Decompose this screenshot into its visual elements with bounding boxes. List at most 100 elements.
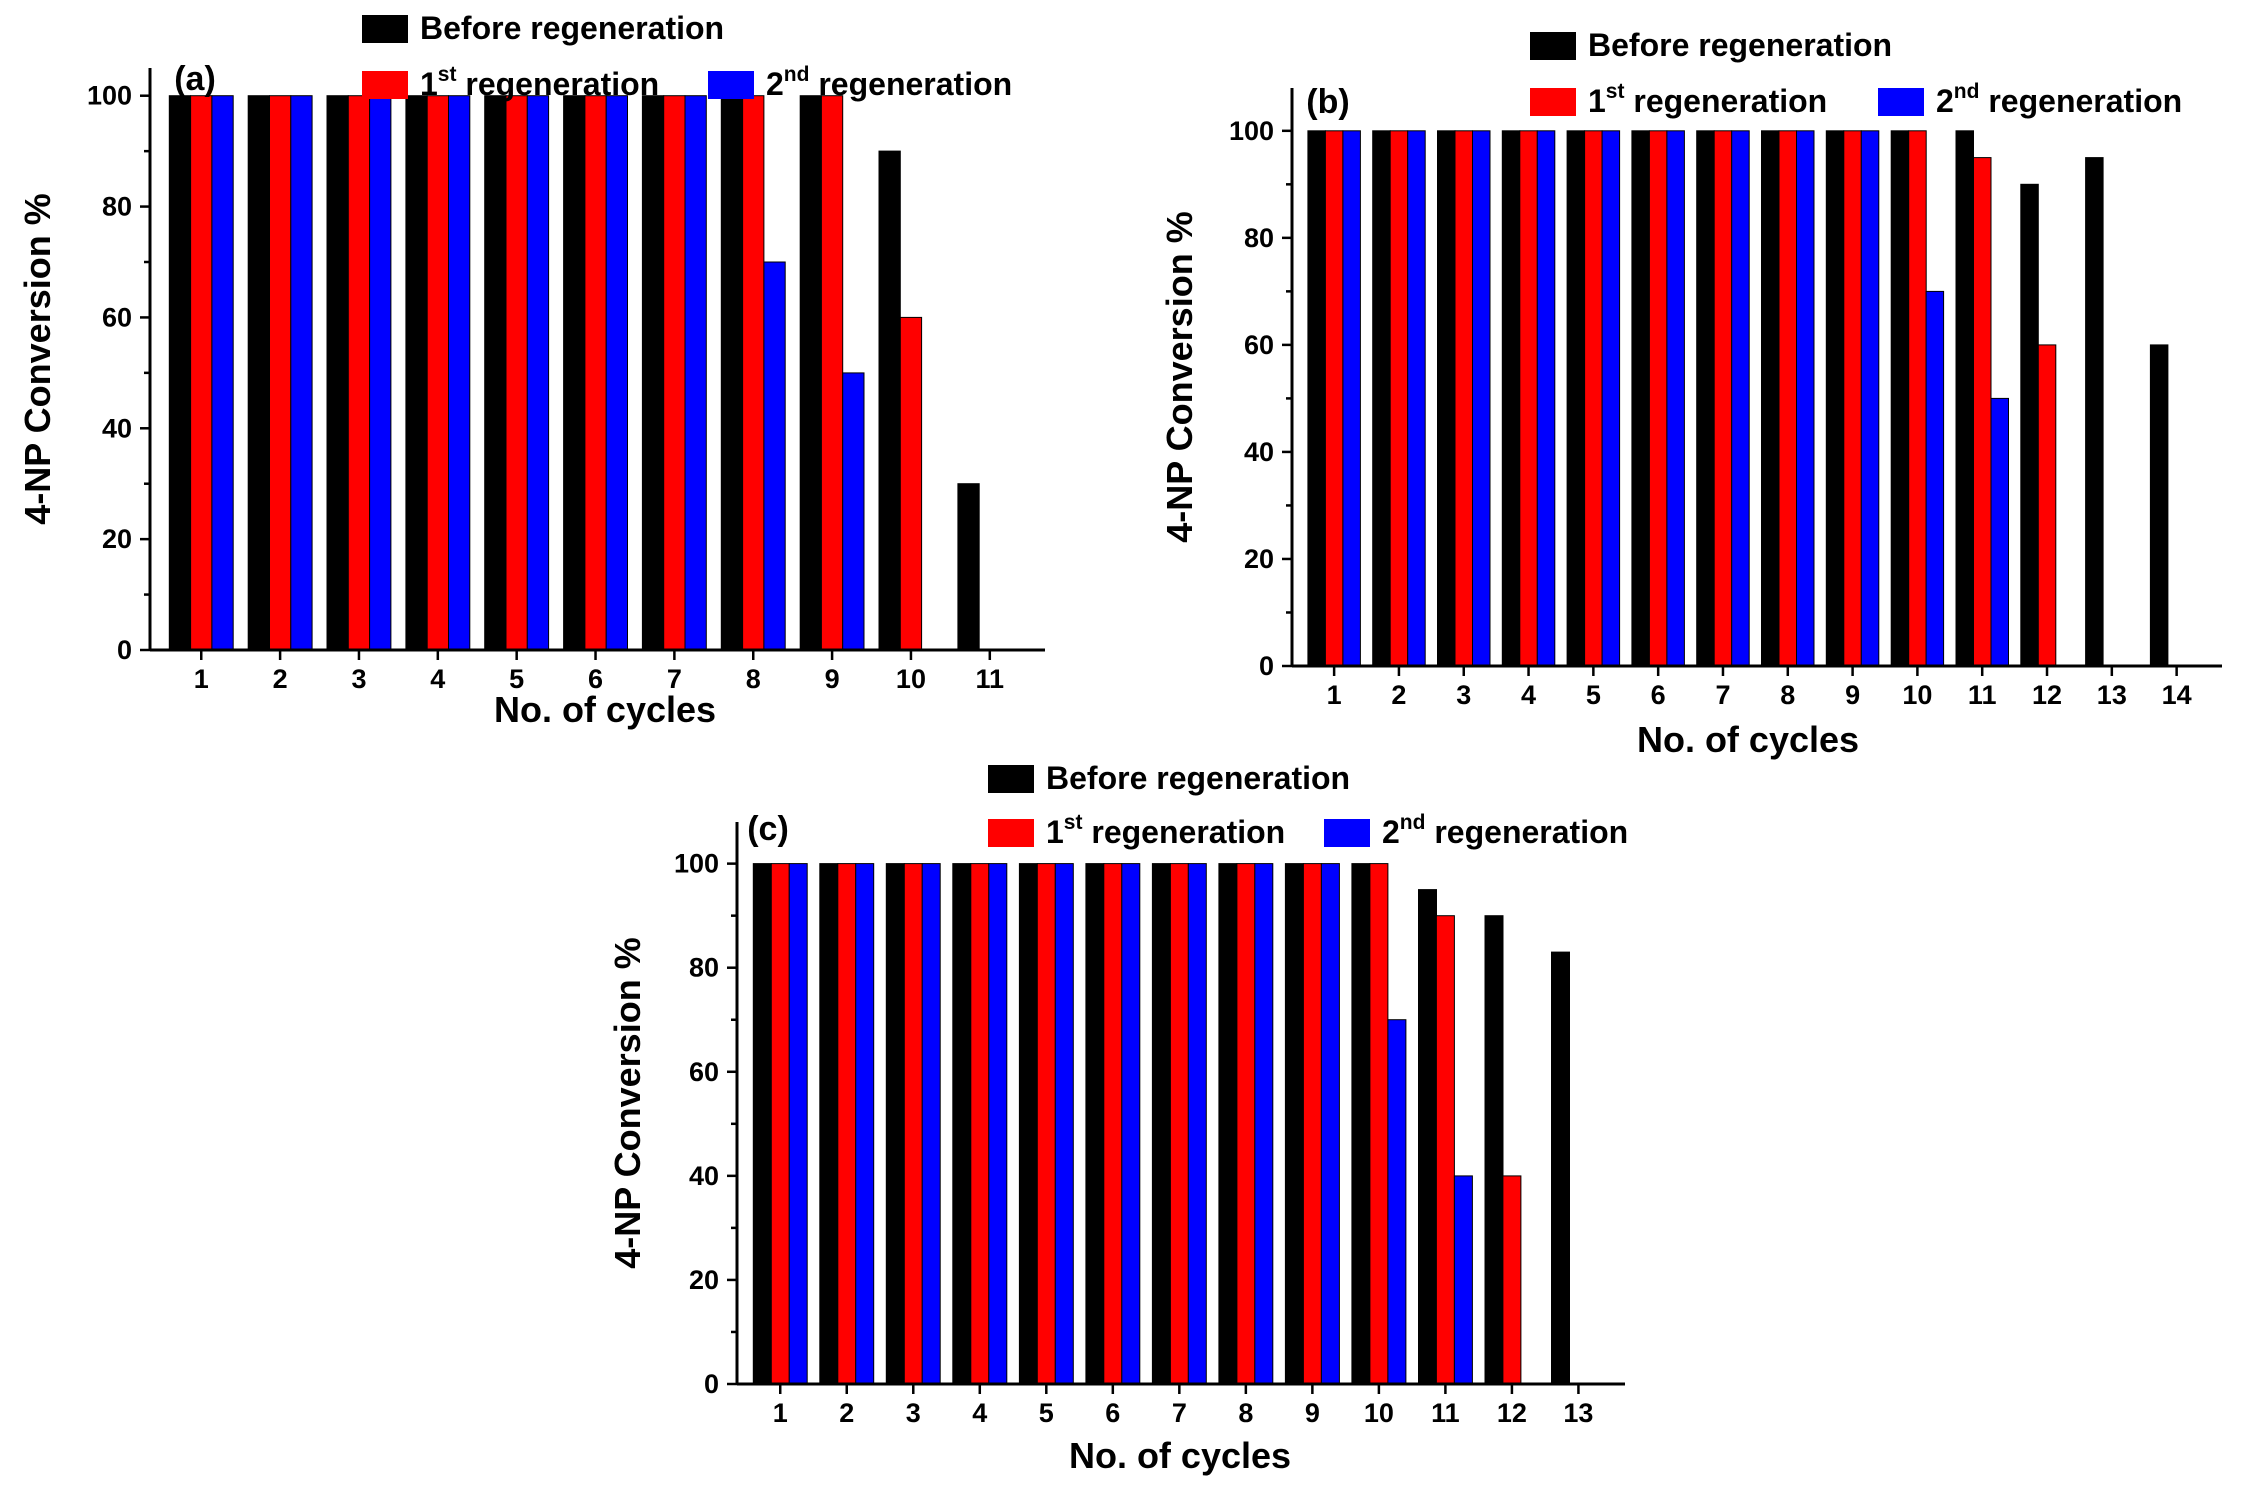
bar-second-1 (1342, 130, 1361, 667)
bar-second-1 (788, 863, 808, 1385)
x-tick-label: 13 (2097, 680, 2127, 710)
x-tick-label: 6 (1651, 680, 1666, 710)
bar-first-6 (1103, 863, 1123, 1385)
x-tick-label: 2 (273, 664, 288, 694)
bar-before-9 (799, 95, 823, 651)
bar-before-8 (1761, 130, 1780, 667)
bar-first-4 (426, 95, 450, 651)
bar-second-7 (1187, 863, 1207, 1385)
x-tick-label: 4 (430, 664, 445, 694)
x-tick-label: 3 (351, 664, 366, 694)
y-tick-label: 20 (689, 1265, 719, 1295)
legend: Before regeneration 1st regeneration 2nd r… (362, 10, 1012, 102)
legend-label-second: 2nd regeneration (1936, 80, 2182, 119)
bar-second-1 (211, 95, 234, 651)
y-tick-label: 60 (102, 302, 132, 332)
bar-first-3 (903, 863, 923, 1385)
x-tick-label: 4 (1521, 680, 1536, 710)
legend-label-second: 2nd regeneration (766, 63, 1012, 102)
y-tick-label: 40 (689, 1161, 719, 1191)
bar-first-2 (269, 95, 292, 651)
x-tick-label: 10 (896, 664, 926, 694)
bar-second-6 (1666, 130, 1685, 667)
x-tick-label: 5 (1039, 1398, 1054, 1428)
bar-before-3 (326, 95, 349, 651)
bar-before-7 (641, 95, 665, 651)
legend-swatch-first (362, 71, 408, 99)
bar-before-10 (1351, 863, 1371, 1385)
bar-first-9 (1302, 863, 1322, 1385)
bar-second-3 (921, 863, 941, 1385)
x-axis-title: No. of cycles (1637, 719, 1859, 760)
y-tick-label: 0 (1259, 651, 1274, 681)
y-tick-label: 100 (87, 81, 132, 111)
legend-swatch-second (708, 71, 754, 99)
bar-first-5 (505, 95, 528, 651)
x-tick-label: 8 (1780, 680, 1795, 710)
bar-before-3 (885, 863, 905, 1385)
bar-before-7 (1696, 130, 1715, 667)
bar-first-2 (1389, 130, 1409, 667)
bar-second-5 (1601, 130, 1621, 667)
bar-first-12 (1502, 1175, 1522, 1385)
bar-second-5 (526, 95, 550, 651)
y-tick-label: 20 (1244, 544, 1274, 574)
y-tick-label: 40 (1244, 437, 1274, 467)
legend-swatch-second (1878, 88, 1924, 116)
bar-second-11 (1453, 1175, 1473, 1385)
bar-before-12 (1484, 915, 1504, 1385)
legend-label-before: Before regeneration (1046, 760, 1350, 796)
legend-label-before: Before regeneration (1588, 27, 1892, 63)
bar-second-8 (763, 261, 786, 651)
bar-first-10 (899, 316, 923, 651)
x-tick-label: 12 (2032, 680, 2062, 710)
x-tick-label: 7 (1715, 680, 1730, 710)
x-tick-label: 7 (667, 664, 682, 694)
x-tick-label: 13 (1563, 1398, 1593, 1428)
x-tick-label: 2 (1391, 680, 1406, 710)
x-tick-label: 7 (1172, 1398, 1187, 1428)
panel-label: (a) (174, 60, 216, 98)
x-tick-label: 5 (509, 664, 524, 694)
bar-first-11 (1435, 915, 1455, 1385)
x-tick-label: 8 (1238, 1398, 1253, 1428)
bar-second-10 (1925, 290, 1945, 667)
legend-swatch-second (1324, 819, 1370, 847)
x-tick-label: 6 (1105, 1398, 1120, 1428)
y-tick-label: 80 (102, 192, 132, 222)
x-tick-label: 11 (1431, 1398, 1460, 1428)
bar-second-4 (1536, 130, 1556, 667)
x-tick-label: 5 (1586, 680, 1601, 710)
bar-second-6 (605, 95, 629, 651)
bar-first-4 (1519, 130, 1538, 667)
bar-before-5 (484, 95, 507, 651)
bar-first-3 (347, 95, 371, 651)
bar-first-3 (1454, 130, 1473, 667)
bar-first-8 (742, 95, 765, 651)
bar-before-2 (819, 863, 839, 1385)
bar-before-1 (168, 95, 192, 651)
bar-second-4 (448, 95, 471, 651)
y-axis-title: 4-NP Conversion % (1159, 211, 1200, 542)
legend-label-before: Before regeneration (420, 10, 724, 46)
bar-first-5 (1584, 130, 1603, 667)
bar-before-3 (1437, 130, 1456, 667)
x-tick-label: 9 (1845, 680, 1860, 710)
bar-first-10 (1369, 863, 1389, 1385)
bar-before-12 (2020, 183, 2039, 667)
panel-label: (c) (747, 810, 789, 848)
bar-before-9 (1284, 863, 1304, 1385)
bar-before-13 (2085, 157, 2104, 667)
bar-second-2 (855, 863, 875, 1385)
legend-swatch-first (988, 819, 1034, 847)
bar-before-8 (720, 95, 744, 651)
x-tick-label: 9 (1305, 1398, 1320, 1428)
bar-second-8 (1254, 863, 1274, 1385)
bar-first-7 (663, 95, 686, 651)
bar-before-8 (1218, 863, 1238, 1385)
legend-label-first: 1st regeneration (1588, 80, 1827, 119)
legend: Before regeneration 1st regeneration 2nd r… (1530, 27, 2182, 119)
bar-second-2 (290, 95, 313, 651)
